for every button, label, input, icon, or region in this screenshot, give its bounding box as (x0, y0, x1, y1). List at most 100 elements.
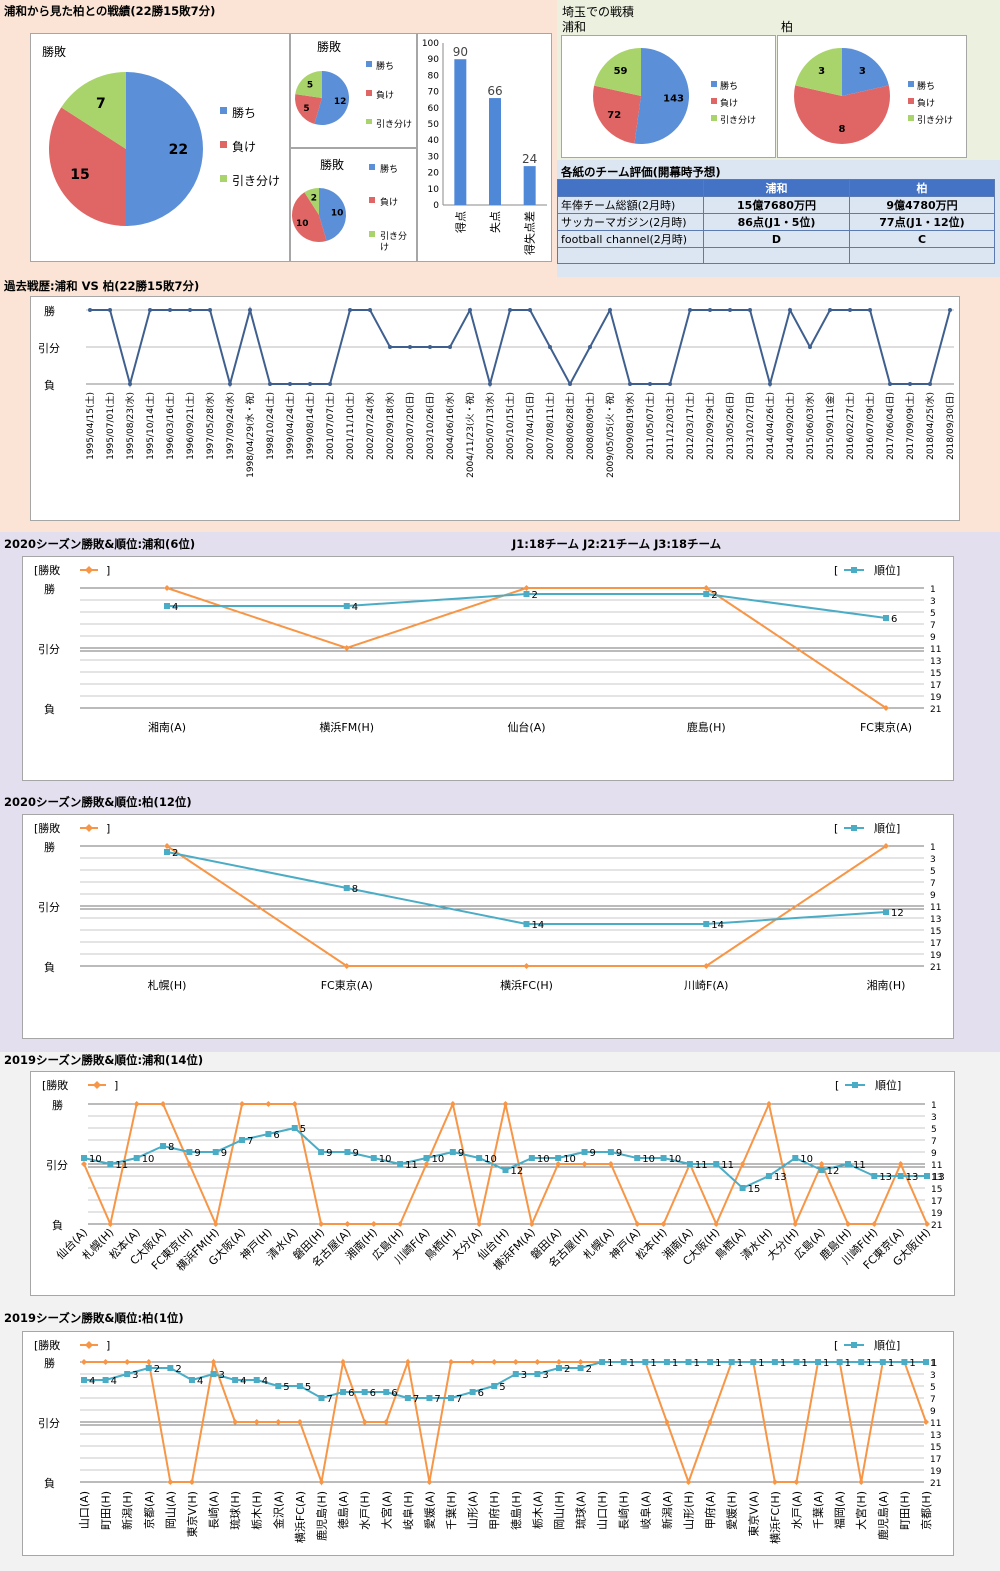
history-point (448, 345, 452, 349)
season-right-tick: 13 (931, 1173, 942, 1183)
season-left-label: 負 (44, 703, 55, 716)
history-point (268, 382, 272, 386)
result-point (923, 1419, 929, 1425)
result-point (660, 1221, 667, 1227)
result-point (607, 1161, 614, 1167)
eval-cell: C (849, 230, 995, 248)
saitama-kashiwa-legend-swatches (908, 81, 914, 121)
eval-cell: 9億4780万円 (849, 196, 995, 214)
history-x-label: 2014/04/26(土) (764, 392, 776, 460)
history-point (128, 382, 132, 386)
history-x-label: 2002/07/24(水) (364, 392, 376, 460)
history-x-label: 2008/06/28(土) (564, 392, 576, 460)
season-category-label: 岐阜(A) (639, 1491, 652, 1529)
rank-data-label: 4 (352, 602, 358, 613)
season-category-label: 新潟(A) (660, 1491, 674, 1529)
result-point (102, 1359, 109, 1365)
result-point (792, 1221, 799, 1227)
s2019-urawa-title: 2019シーズン勝敗&順位:浦和(14位) (4, 1053, 204, 1067)
history-x-label: 1996/09/21(土) (184, 392, 196, 460)
result-point (361, 1419, 368, 1425)
bar-category-label: 失点 (489, 211, 502, 233)
legend-rank-label: 順位] (874, 563, 900, 577)
rank-data-label: 10 (642, 1154, 655, 1165)
rank-data-label: 5 (305, 1382, 311, 1393)
result-point (133, 1101, 140, 1107)
eval-cell: 15億7680万円 (703, 196, 850, 214)
legend-draw: 引き分け (376, 120, 413, 130)
result-point (188, 1479, 195, 1485)
season-category-label: 横浜FC(A) (293, 1491, 307, 1543)
result-point (844, 1221, 851, 1227)
result-point (924, 1221, 930, 1227)
history-point (568, 382, 572, 386)
result-point (370, 1221, 377, 1227)
league-info: J1:18チーム J2:21チーム J3:18チーム (512, 537, 722, 551)
season-right-tick: 15 (931, 1185, 942, 1195)
rank-data-label: 2 (175, 1364, 181, 1375)
result-point (383, 1419, 390, 1425)
bar (523, 166, 536, 205)
season-category-label: 新潟(H) (120, 1491, 134, 1530)
legend-rank-bracket: [ (834, 1339, 838, 1352)
eval-table: 浦和 柏 年俸チーム総額(2月時) 15億7680万円 9億4780万円 サッカ… (557, 179, 995, 264)
season-left-label: 引分 (46, 1158, 68, 1172)
rank-data-label: 10 (563, 1154, 576, 1165)
result-point (634, 1221, 641, 1227)
legend-loss: 負け (232, 140, 257, 154)
rank-point (318, 1395, 325, 1401)
season-category-label: 甲府(H) (487, 1491, 501, 1530)
season-category-label: 岡山(H) (553, 1491, 566, 1530)
season-left-label: 引分 (38, 900, 60, 914)
rank-point (897, 1173, 904, 1179)
rank-data-label: 3 (132, 1370, 138, 1381)
history-x-label: 2007/08/11(土) (544, 392, 556, 460)
history-x-label: 1998/04/29(水・祝) (244, 392, 256, 478)
legend-draw-part1: 引き分 (380, 232, 408, 242)
rank-data-label: 13 (932, 1172, 945, 1183)
rank-point (883, 909, 889, 915)
eval-header-cell: 浦和 (703, 179, 850, 197)
rank-point (423, 1155, 430, 1161)
season-right-tick: 3 (931, 1113, 937, 1123)
rank-data-label: 7 (326, 1394, 332, 1405)
result-point (577, 1359, 584, 1365)
rank-point (703, 921, 710, 927)
rank-point (124, 1371, 131, 1377)
pie-slice (842, 48, 889, 96)
season-category-label: 徳島(H) (509, 1491, 523, 1530)
rank-point (815, 1359, 822, 1365)
eval-title: 各紙のチーム評価(開幕時予想) (561, 165, 721, 179)
rank-data-label: 9 (590, 1148, 596, 1159)
history-point (668, 382, 672, 386)
legend-win: 勝ち (720, 82, 739, 92)
result-point (186, 1161, 193, 1167)
result-point (212, 1221, 219, 1227)
season-right-tick: 3 (930, 855, 936, 865)
legend-loss: 負け (376, 91, 395, 101)
history-y-label: 引分 (38, 341, 60, 355)
rank-point (164, 849, 170, 855)
eval-cell: D (703, 230, 850, 248)
rank-point (818, 1167, 825, 1173)
rank-data-label: 7 (413, 1394, 419, 1405)
rank-point (210, 1371, 217, 1377)
rank-point (685, 1359, 692, 1365)
rank-point (133, 1155, 140, 1161)
season-category-label: FC東京(A) (860, 720, 912, 734)
legend-draw: 引き分け (917, 116, 954, 126)
s2020-kashiwa-title: 2020シーズン勝敗&順位:柏(12位) (4, 795, 192, 809)
season-right-tick: 19 (930, 693, 942, 703)
history-point (868, 308, 872, 312)
pie-slice-label: 15 (70, 167, 89, 183)
eval-cell (849, 247, 995, 264)
result-point (685, 1479, 692, 1485)
rank-data-label: 9 (221, 1148, 227, 1159)
history-point (388, 345, 392, 349)
legend-result-marker (85, 566, 93, 574)
legend-result-label: [勝敗 (42, 1078, 68, 1092)
rank-point (383, 1389, 390, 1395)
rank-point (188, 1377, 195, 1383)
result-point (423, 1161, 430, 1167)
